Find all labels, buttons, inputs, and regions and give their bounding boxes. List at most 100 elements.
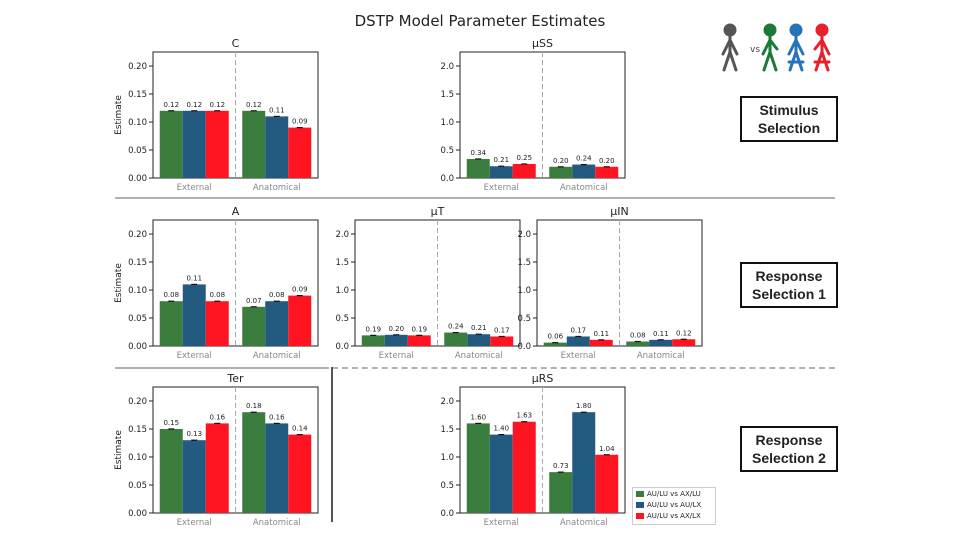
panel-title: μT	[431, 205, 445, 218]
data-label: 0.12	[209, 101, 225, 109]
y-tick-label: 0.5	[335, 314, 349, 324]
data-label: 1.60	[470, 413, 486, 421]
data-label: 0.13	[186, 430, 202, 438]
bar	[512, 421, 536, 513]
data-label: 0.21	[493, 156, 509, 164]
x-group-label: External	[379, 351, 414, 361]
data-label: 0.18	[246, 402, 262, 410]
legend-label: AU/LU vs AX/LU	[647, 489, 701, 498]
section-label-stimulus-selection: Stimulus Selection	[740, 96, 838, 142]
legend: AU/LU vs AX/LU AU/LU vs AU/LX AU/LU vs A…	[632, 487, 716, 525]
y-tick-label: 0.5	[440, 481, 454, 491]
x-group-label: Anatomical	[253, 518, 301, 528]
y-tick-label: 0.0	[440, 509, 454, 519]
y-tick-label: 1.0	[517, 286, 531, 296]
bar	[572, 164, 596, 178]
x-group-label: External	[177, 351, 212, 361]
bar	[159, 110, 183, 178]
bar	[489, 166, 513, 178]
data-label: 0.08	[163, 291, 179, 299]
y-tick-label: 2.0	[335, 230, 349, 240]
chart-ter: 0.00 0.05 0.10 0.15 0.20 Estimate Ter 0.15 0.13 0…	[114, 372, 319, 528]
bar	[242, 412, 266, 513]
plot-area: 0.00 0.05 0.10 0.15 0.20 Estimate Ter 0.15 0.13 0…	[114, 372, 319, 528]
data-label: 0.20	[599, 157, 615, 165]
y-tick-label: 0.20	[128, 230, 147, 240]
plot-area: 0.0 0.5 1.0 1.5 2.0 μRS 1.60 1.40 1.63 External 0.…	[440, 372, 626, 528]
panel-title: μSS	[532, 37, 553, 50]
panel-title: A	[232, 205, 240, 218]
data-label: 0.09	[292, 118, 308, 126]
x-group-label: Anatomical	[455, 351, 503, 361]
data-label: 0.16	[269, 413, 285, 421]
data-label: 1.40	[493, 425, 509, 433]
section-divider-vertical	[331, 367, 333, 522]
legend-swatch	[636, 501, 644, 508]
x-group-label: Anatomical	[637, 351, 685, 361]
bar	[182, 110, 206, 178]
legend-swatch	[636, 490, 644, 497]
bar	[490, 336, 514, 346]
data-label: 0.12	[163, 101, 179, 109]
bar	[265, 116, 289, 178]
vs-label: vs	[750, 45, 760, 55]
data-label: 1.80	[576, 402, 592, 410]
data-label: 0.07	[246, 297, 262, 305]
data-label: 1.04	[599, 445, 615, 453]
bar	[242, 110, 266, 178]
bar	[205, 423, 229, 513]
bar	[159, 429, 183, 513]
data-label: 0.08	[269, 291, 285, 299]
bar	[288, 434, 312, 513]
data-label: 0.20	[388, 325, 404, 333]
bar	[205, 301, 229, 346]
y-tick-label: 2.0	[440, 62, 454, 72]
chart-mu-rs: 0.0 0.5 1.0 1.5 2.0 μRS 1.60 1.40 1.63 External 0.…	[440, 372, 626, 528]
y-tick-label: 0.20	[128, 397, 147, 407]
plot-area: 0.0 0.5 1.0 1.5 2.0 μIN 0.06 0.17 0.11 External 0.…	[517, 205, 703, 361]
x-group-label: Anatomical	[560, 518, 608, 528]
plot-area: 0.00 0.05 0.10 0.15 0.20 Estimate C 0.12 0.12 0.1…	[114, 37, 319, 193]
data-label: 0.21	[471, 324, 487, 332]
y-tick-label: 1.0	[335, 286, 349, 296]
data-label: 0.11	[186, 274, 202, 282]
figure-title: DSTP Model Parameter Estimates	[354, 12, 606, 30]
y-tick-label: 1.5	[335, 258, 349, 268]
y-tick-label: 0.10	[128, 286, 147, 296]
y-tick-label: 0.0	[335, 342, 349, 352]
bar	[672, 339, 696, 346]
data-label: 0.17	[494, 326, 510, 334]
data-label: 0.24	[576, 155, 592, 163]
data-label: 0.09	[292, 286, 308, 294]
y-tick-label: 0.20	[128, 62, 147, 72]
y-tick-label: 0.05	[128, 146, 147, 156]
y-tick-label: 0.15	[128, 258, 147, 268]
data-label: 0.24	[448, 323, 464, 331]
bar	[543, 342, 567, 346]
y-tick-label: 0.05	[128, 314, 147, 324]
y-tick-label: 1.0	[440, 118, 454, 128]
y-tick-label: 0.10	[128, 118, 147, 128]
bar	[566, 336, 590, 346]
x-group-label: External	[484, 183, 519, 193]
section-divider-2-left	[115, 367, 329, 369]
data-label: 0.20	[553, 157, 569, 165]
section-divider-2-right	[332, 367, 835, 369]
section-label-response-selection-1: Response Selection 1	[740, 262, 838, 308]
bar	[384, 334, 408, 346]
bar	[361, 335, 385, 346]
y-tick-label: 1.5	[440, 425, 454, 435]
data-label: 0.11	[269, 106, 285, 114]
chart-mu-t: 0.0 0.5 1.0 1.5 2.0 μT 0.19 0.20 0.19 External 0.2…	[335, 205, 521, 361]
chart-c: 0.00 0.05 0.10 0.15 0.20 Estimate C 0.12 0.12 0.1…	[114, 37, 319, 193]
bar	[649, 339, 673, 346]
x-group-label: External	[484, 518, 519, 528]
bar	[512, 164, 536, 178]
bar	[159, 301, 183, 346]
bar	[466, 158, 490, 178]
bar	[407, 335, 431, 346]
y-tick-label: 0.10	[128, 453, 147, 463]
bar	[549, 166, 573, 178]
legend-item: AU/LU vs AU/LX	[633, 499, 715, 510]
y-tick-label: 0.00	[128, 174, 147, 184]
